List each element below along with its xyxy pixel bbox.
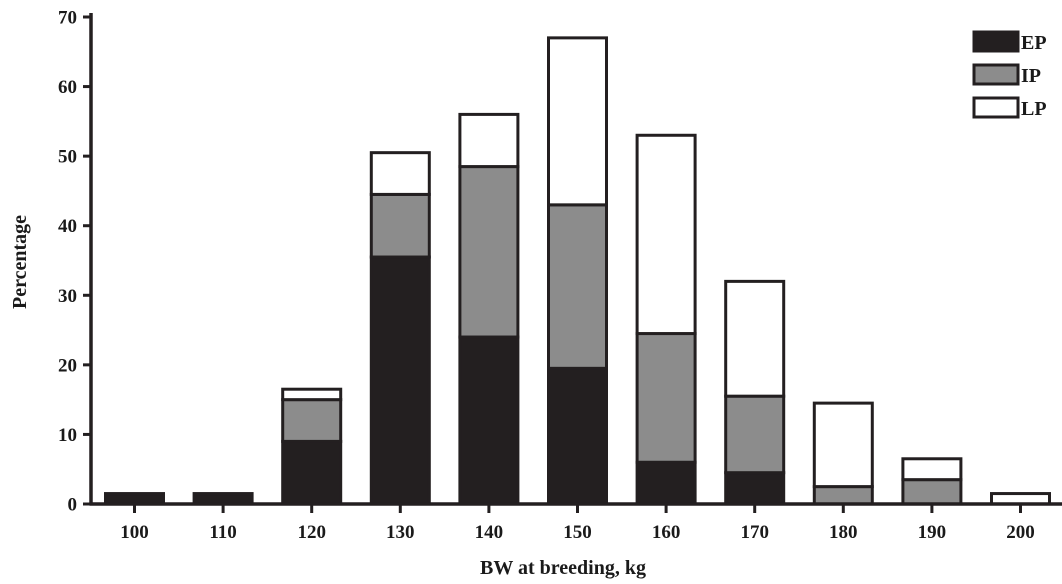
x-ticks-group: 100 110 120 130 140 150 160 170 180 190 200 [120, 504, 1035, 543]
x-tick-label: 100 [120, 522, 149, 543]
bar-lp-180 [812, 401, 874, 489]
bar-ip-190 [901, 478, 963, 506]
y-ticks-group: 0 10 20 30 40 50 60 70 [58, 8, 91, 516]
bar-ip-120 [281, 398, 343, 443]
bar-lp-130 [369, 151, 431, 196]
y-tick-label: 10 [58, 425, 77, 446]
x-tick-label: 170 [740, 522, 769, 543]
legend: EP IP LP [972, 30, 1047, 120]
bars-group [104, 36, 1051, 506]
bar-ep-150 [547, 366, 608, 506]
y-tick-label: 70 [58, 8, 77, 29]
x-tick-label: 180 [829, 522, 858, 543]
x-tick-label: 110 [209, 522, 236, 543]
axes-group [89, 13, 1062, 506]
bar-ip-140 [458, 165, 520, 339]
legend-label-ip: IP [1021, 65, 1041, 87]
bar-ep-130 [369, 255, 431, 506]
x-tick-label: 200 [1006, 522, 1035, 543]
bar-ip-130 [369, 192, 431, 259]
x-tick-label: 150 [563, 522, 592, 543]
bar-lp-160 [635, 133, 697, 336]
x-tick-label: 120 [297, 522, 326, 543]
bar-ip-160 [635, 332, 697, 464]
y-tick-label: 0 [68, 495, 78, 516]
bar-lp-190 [901, 457, 963, 482]
y-tick-label: 50 [58, 147, 77, 168]
bar-ep-140 [458, 335, 520, 506]
y-tick-label: 20 [58, 355, 77, 376]
bar-ip-170 [724, 394, 786, 475]
x-tick-label: 190 [918, 522, 947, 543]
bar-lp-150 [547, 36, 608, 207]
bar-ep-160 [635, 460, 697, 506]
bar-lp-120 [281, 387, 343, 402]
y-axis-title: Percentage [9, 215, 31, 309]
x-tick-label: 130 [386, 522, 415, 543]
bar-ep-120 [281, 439, 343, 506]
y-tick-label: 60 [58, 77, 77, 98]
legend-label-lp: LP [1021, 98, 1047, 120]
x-axis-title: BW at breeding, kg [480, 557, 646, 579]
x-tick-label: 140 [475, 522, 504, 543]
legend-swatch-ep [972, 30, 1020, 53]
bar-ip-150 [547, 203, 608, 370]
bar-ip-180 [812, 485, 874, 506]
y-tick-label: 40 [58, 216, 77, 237]
bar-ep-170 [724, 471, 786, 506]
legend-label-ep: EP [1021, 32, 1047, 54]
legend-swatch-ip [972, 63, 1020, 86]
bar-lp-140 [458, 112, 520, 169]
y-tick-label: 30 [58, 286, 77, 307]
bar-lp-170 [724, 279, 786, 398]
x-tick-label: 160 [652, 522, 681, 543]
legend-swatch-lp [972, 96, 1020, 119]
